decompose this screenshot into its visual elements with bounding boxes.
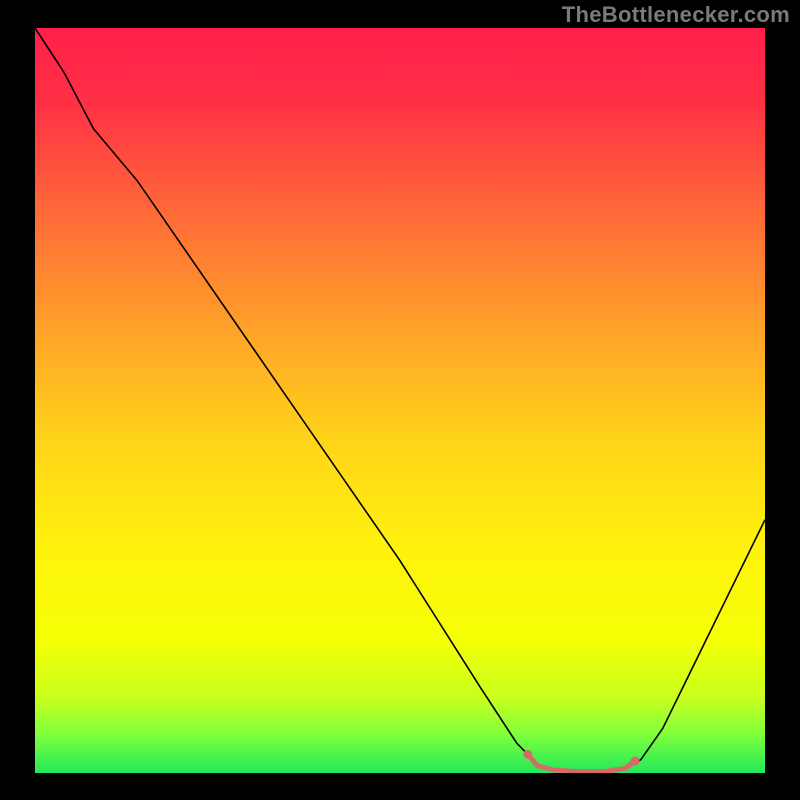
plot-area [35, 28, 765, 773]
optimal-range-endpoint [631, 757, 640, 766]
watermark-text: TheBottlenecker.com [562, 2, 790, 28]
plot-svg [35, 28, 765, 773]
optimal-range-endpoint [523, 750, 532, 759]
gradient-background [35, 28, 765, 773]
chart-canvas: TheBottlenecker.com [0, 0, 800, 800]
